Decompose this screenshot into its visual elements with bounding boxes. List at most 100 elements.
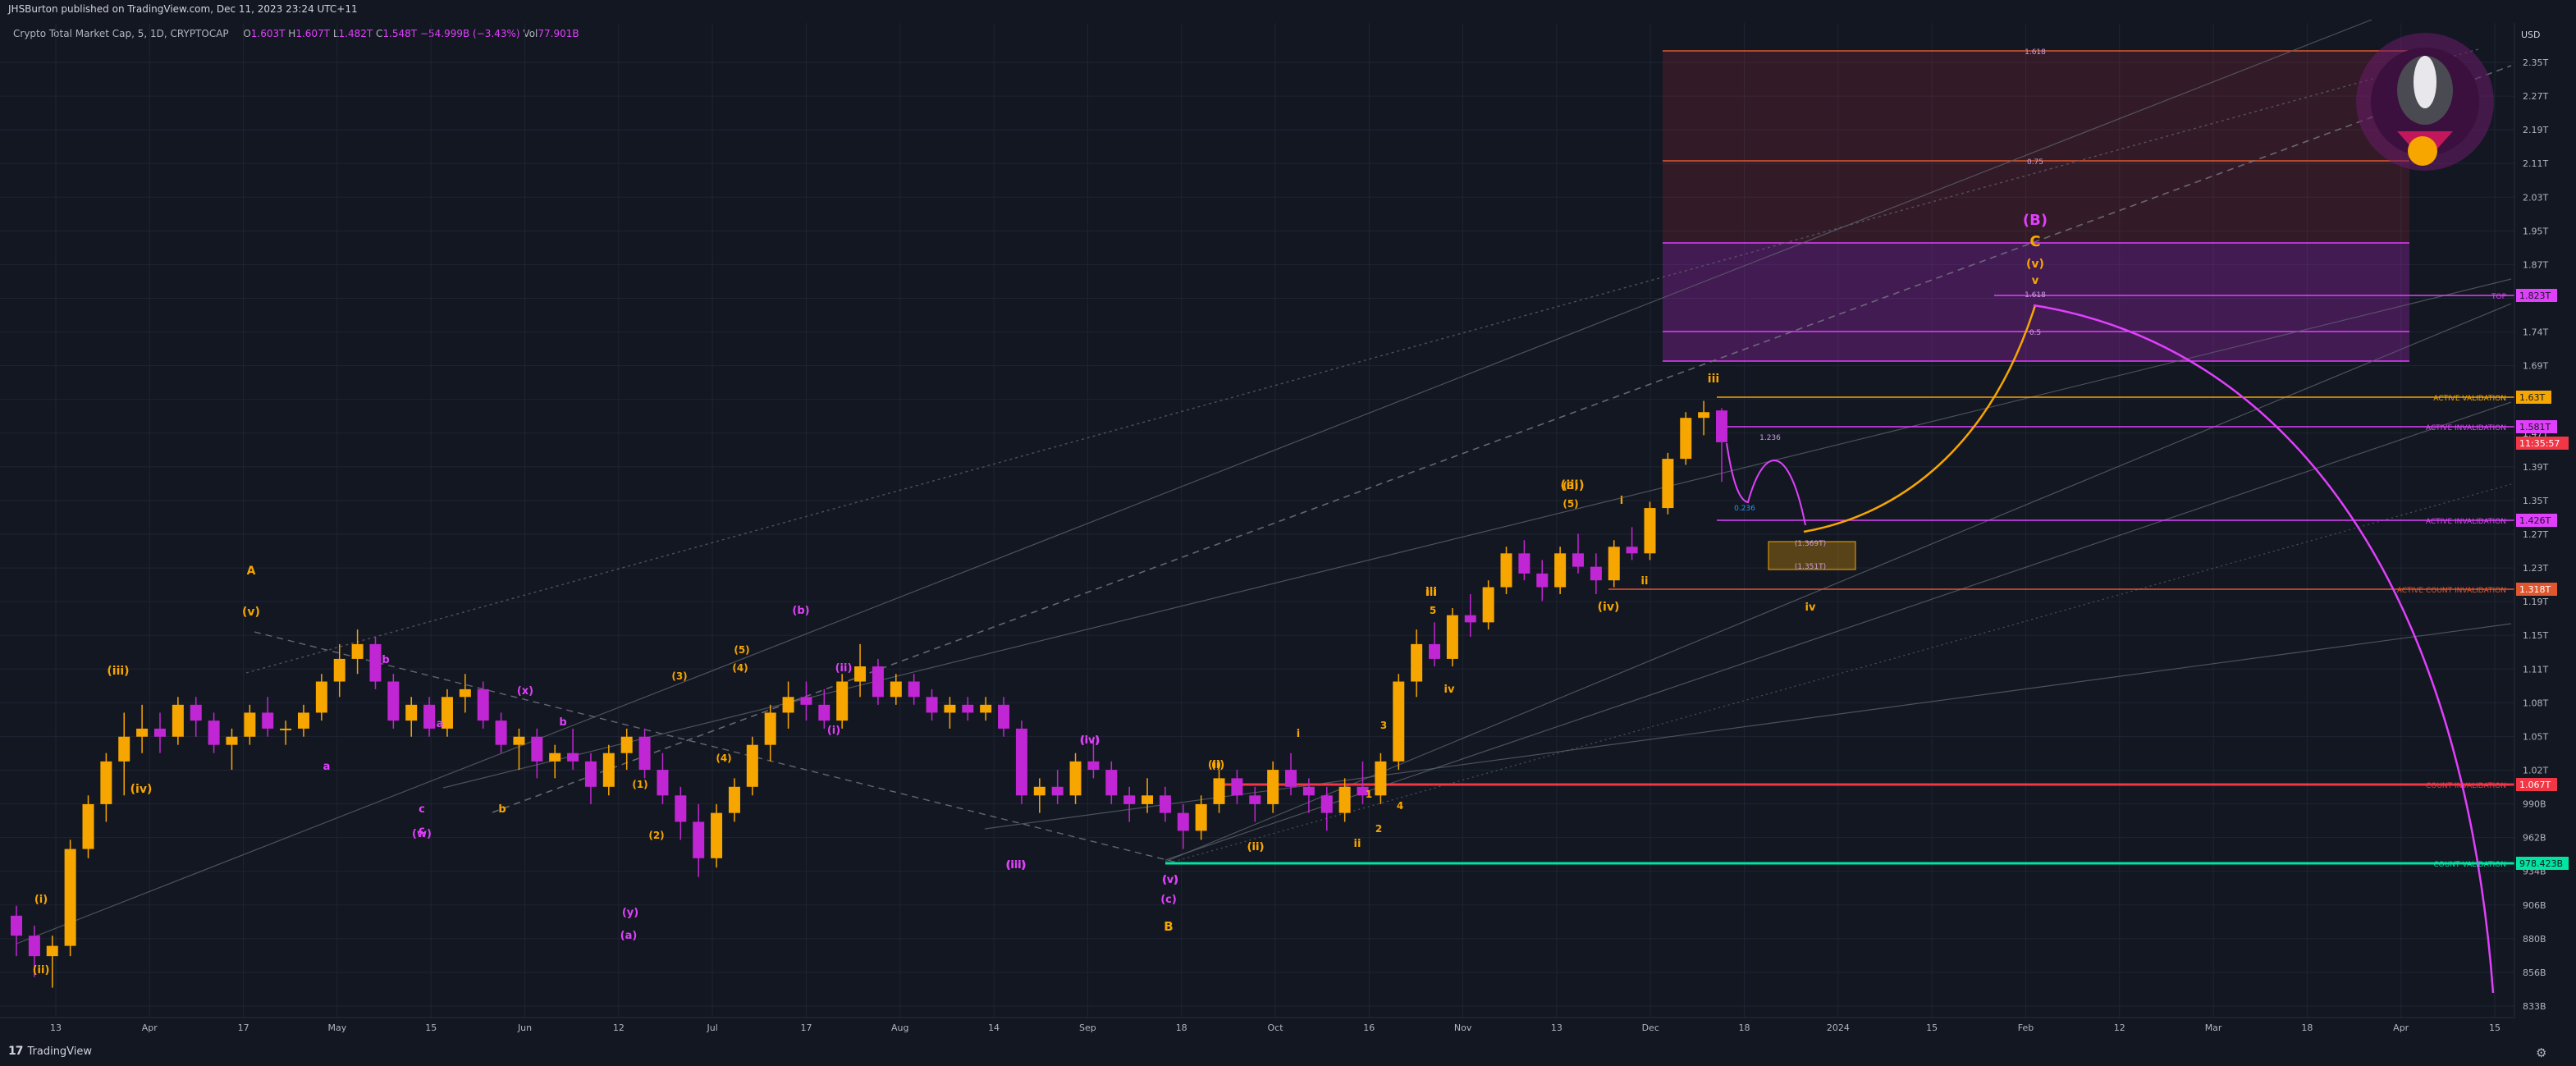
- brand-label: TradingView: [27, 1045, 93, 1058]
- grid: [0, 23, 2514, 1018]
- x-tick-label: 15: [425, 1023, 437, 1033]
- channel-line: [254, 631, 1174, 862]
- candle-body: [1518, 553, 1531, 574]
- wave-label: (5): [1563, 498, 1578, 510]
- candle-body: [620, 736, 633, 753]
- y-tick-label: 1.23T: [2523, 563, 2548, 574]
- candle-body: [764, 712, 776, 745]
- x-tick-label: 2024: [1827, 1023, 1850, 1033]
- wave-label: (v): [1163, 874, 1178, 885]
- candle-body: [1500, 553, 1512, 588]
- candle-body: [657, 770, 669, 796]
- y-tick-label: 833B: [2523, 1001, 2546, 1012]
- candle-body: [746, 744, 758, 787]
- high-label: H: [288, 28, 296, 39]
- x-tick-label: May: [328, 1023, 347, 1033]
- price-level-value: 11:35:57: [2519, 438, 2560, 449]
- price-level-label: COUNT VALIDATION: [2433, 861, 2506, 869]
- candle-body: [800, 697, 812, 705]
- y-tick-label: 2.03T: [2523, 192, 2548, 203]
- wave-label: c: [419, 825, 425, 837]
- y-tick-label: 1.05T: [2523, 731, 2548, 742]
- x-tick-label: Mar: [2205, 1023, 2222, 1033]
- fib-zone-lower: [1663, 243, 2409, 361]
- price-tag-bg: [2516, 289, 2557, 302]
- open-label: O: [243, 28, 251, 39]
- y-tick-label: 880B: [2523, 934, 2546, 945]
- x-tick-label: Apr: [142, 1023, 158, 1033]
- candle-body: [1142, 795, 1154, 804]
- candle-body: [262, 712, 274, 729]
- wave-label: (a): [620, 930, 638, 942]
- projection-paths: [1726, 304, 2495, 994]
- candle-body: [711, 812, 723, 858]
- axes: [0, 23, 2515, 1018]
- x-tick-label: Aug: [891, 1023, 908, 1033]
- candle-body: [297, 712, 309, 729]
- fib-label: 0.236: [1734, 505, 1755, 513]
- candle-body: [1572, 553, 1585, 567]
- candle-body: [136, 728, 149, 737]
- wave-label: (iv): [130, 783, 153, 796]
- wave-label: (iii): [1006, 859, 1025, 871]
- x-tick-label: 14: [988, 1023, 1000, 1033]
- low-value: 1.482T: [338, 28, 373, 39]
- tradingview-logo-icon: 17: [8, 1045, 24, 1058]
- symbol-legend: Crypto Total Market Cap, 5, 1D, CRYPTOCA…: [13, 28, 579, 39]
- candle-body: [1213, 778, 1225, 804]
- x-tick-label: 12: [613, 1023, 625, 1033]
- channel-line: [245, 48, 2479, 674]
- tradingview-brand[interactable]: 17 TradingView: [8, 1045, 92, 1058]
- candle-body: [567, 753, 579, 762]
- currency-label[interactable]: USD: [2521, 30, 2541, 40]
- x-axis-ticks[interactable]: 13 Apr 17 May 15 Jun 12 Jul 17 Aug 14 Sep 18 Oct 16 Nov…: [50, 1023, 2501, 1033]
- candle-body: [1231, 778, 1243, 796]
- candle-body: [818, 704, 830, 721]
- wave-label: (ii): [1247, 841, 1265, 853]
- x-tick-label: 15: [1926, 1023, 1938, 1033]
- price-level-value: 1.581T: [2519, 422, 2551, 432]
- wave-label: C: [2029, 233, 2040, 250]
- candle-body: [1375, 761, 1387, 796]
- x-tick-label: Feb: [2018, 1023, 2034, 1033]
- price-tag-bg: [2516, 420, 2557, 433]
- x-tick-label: 16: [1363, 1023, 1375, 1033]
- candle-body: [1357, 786, 1369, 796]
- wave-label: B: [1164, 919, 1173, 934]
- candle-body: [1249, 795, 1261, 804]
- gear-icon[interactable]: ⚙: [2536, 1045, 2547, 1060]
- candle-body: [190, 704, 202, 721]
- candle-body: [980, 704, 992, 713]
- candle-body: [369, 643, 382, 682]
- price-level-value: 1.63T: [2519, 392, 2545, 403]
- wave-label: (ii): [835, 662, 853, 675]
- wave-label: 5: [1430, 605, 1436, 616]
- wave-label: v: [2032, 275, 2039, 287]
- price-level-value: 1.426T: [2519, 515, 2551, 526]
- projection-path-small: [1726, 442, 1806, 526]
- price-tag-bg: [2516, 778, 2557, 791]
- wave-label: 3: [1380, 720, 1387, 731]
- wave-label: (iv): [1081, 734, 1100, 746]
- candle-body: [1716, 410, 1727, 442]
- price-tag-bg: [2516, 514, 2557, 527]
- candle-body: [1302, 786, 1315, 796]
- wave-label: 2: [1375, 823, 1382, 835]
- wave-label: A: [247, 565, 256, 578]
- wave-label: (c): [1160, 894, 1177, 906]
- candle-body: [1087, 761, 1100, 771]
- wave-label: (iv): [1598, 601, 1620, 614]
- candle-body: [926, 697, 938, 713]
- candle-body: [782, 697, 794, 713]
- symbol-title[interactable]: Crypto Total Market Cap, 5, 1D, CRYPTOCA…: [13, 28, 229, 39]
- candle-body: [244, 712, 256, 737]
- candle-body: [549, 753, 561, 762]
- candle-body: [28, 936, 40, 957]
- wave-label: 4: [1397, 800, 1403, 812]
- wave-label: (x): [517, 685, 533, 698]
- price-tag-bg: [2516, 583, 2557, 596]
- candle-body: [100, 761, 112, 804]
- wave-label: (B): [2023, 212, 2048, 229]
- projection-path-orange: [1803, 304, 2037, 533]
